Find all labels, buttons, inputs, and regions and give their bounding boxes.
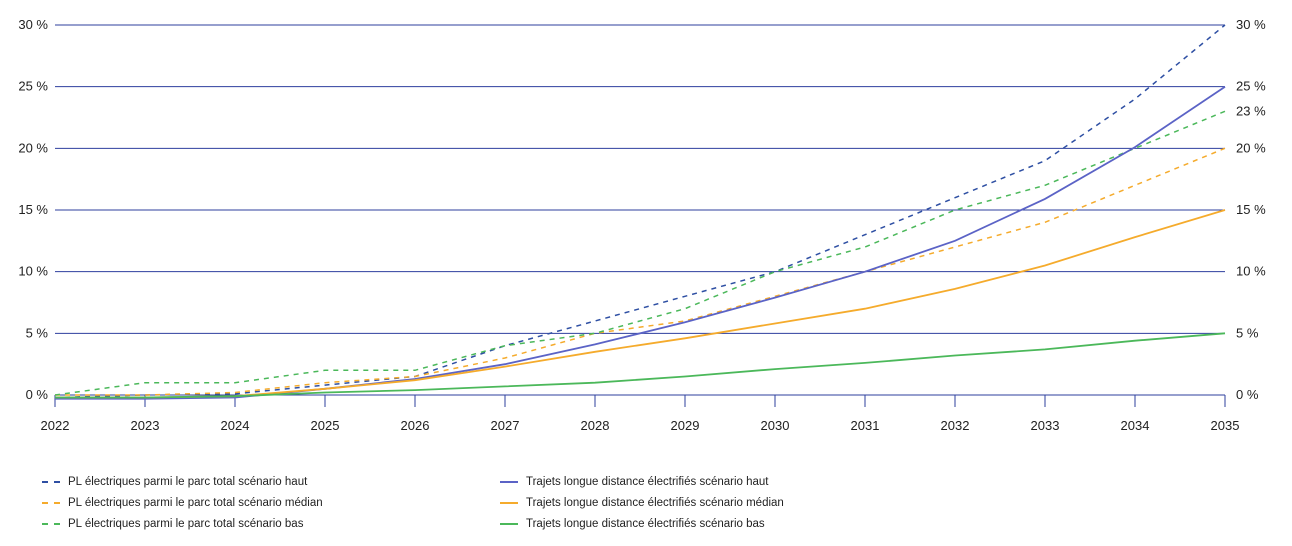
legend-item: PL électriques parmi le parc total scéna…	[42, 518, 303, 530]
y-tick-label-left: 5 %	[26, 325, 49, 340]
y-axis-left: 0 % 5 % 10 % 15 % 20 % 25 % 30 %	[18, 17, 48, 402]
series-lines	[54, 24, 1226, 400]
y-tick-label-right: 10 %	[1236, 264, 1266, 279]
legend-swatch	[500, 523, 518, 525]
x-tick-label: 2035	[1211, 418, 1240, 433]
x-tick-label: 2030	[761, 418, 790, 433]
legend-swatch	[500, 481, 518, 483]
y-tick-label-right: 23 %	[1236, 103, 1266, 118]
series-line-5	[55, 209, 1226, 399]
legend-swatch	[500, 502, 518, 504]
x-tick-label: 2034	[1121, 418, 1150, 433]
series-line-4	[55, 85, 1226, 400]
legend-swatch	[42, 523, 60, 525]
legend-item: Trajets longue distance électrifiés scén…	[500, 476, 768, 488]
legend-label: PL électriques parmi le parc total scéna…	[68, 476, 308, 488]
legend-label: PL électriques parmi le parc total scéna…	[68, 518, 304, 530]
y-tick-label-left: 0 %	[26, 387, 49, 402]
legend-item: PL électriques parmi le parc total scéna…	[42, 497, 323, 509]
x-tick-label: 2026	[401, 418, 430, 433]
legend-label: Trajets longue distance électrifiés scén…	[526, 476, 769, 488]
legend-item: Trajets longue distance électrifiés scén…	[500, 497, 784, 509]
series-line-6	[55, 332, 1226, 399]
x-tick-label: 2031	[851, 418, 880, 433]
y-tick-label-right: 30 %	[1236, 17, 1266, 32]
legend-label: Trajets longue distance électrifiés scén…	[526, 497, 784, 509]
y-tick-label-right: 20 %	[1236, 140, 1266, 155]
x-tick-label: 2032	[941, 418, 970, 433]
y-tick-label-right: 15 %	[1236, 202, 1266, 217]
legend-item: Trajets longue distance électrifiés scén…	[500, 518, 765, 530]
x-tick-label: 2033	[1031, 418, 1060, 433]
y-tick-label-left: 15 %	[18, 202, 48, 217]
legend-item: PL électriques parmi le parc total scéna…	[42, 476, 307, 488]
y-tick-label-right: 25 %	[1236, 79, 1266, 94]
x-tick-label: 2022	[41, 418, 70, 433]
legend-swatch	[42, 481, 60, 483]
x-tick-label: 2024	[221, 418, 250, 433]
y-tick-label-left: 10 %	[18, 264, 48, 279]
series-line-2	[55, 147, 1226, 396]
y-tick-label-right: 0 %	[1236, 387, 1259, 402]
x-tick-label: 2029	[671, 418, 700, 433]
legend-swatch	[42, 502, 60, 504]
y-tick-label-left: 30 %	[18, 17, 48, 32]
y-tick-label-left: 25 %	[18, 79, 48, 94]
x-axis: 2022 2023 2024 2025 2026 2027 2028 2029 2030 2031…	[41, 395, 1240, 433]
legend-label: PL électriques parmi le parc total scéna…	[68, 497, 323, 509]
y-tick-label-left: 20 %	[18, 140, 48, 155]
x-tick-label: 2025	[311, 418, 340, 433]
x-tick-label: 2028	[581, 418, 610, 433]
series-line-3	[54, 110, 1226, 396]
grid-lines	[55, 24, 1225, 396]
y-tick-label-right: 5 %	[1236, 325, 1259, 340]
x-tick-label: 2023	[131, 418, 160, 433]
series-line-1	[54, 24, 1226, 399]
x-tick-label: 2027	[491, 418, 520, 433]
y-axis-right: 0 % 5 % 10 % 15 % 20 % 23 % 25 % 30 %	[1236, 17, 1266, 402]
legend-label: Trajets longue distance électrifiés scén…	[526, 518, 765, 530]
